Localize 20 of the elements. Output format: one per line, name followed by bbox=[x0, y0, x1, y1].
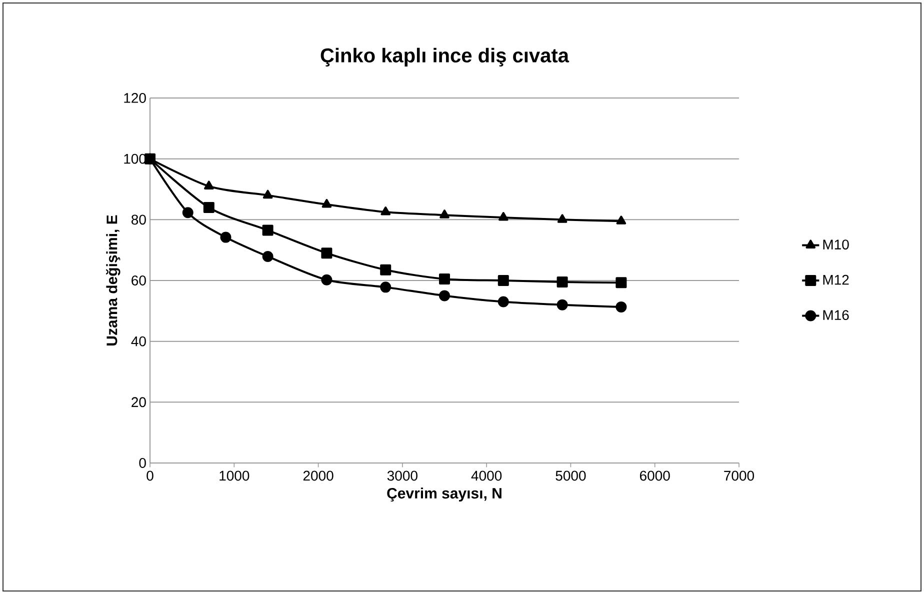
x-tick-label: 2000 bbox=[303, 470, 334, 481]
y-tick-label: 60 bbox=[132, 276, 146, 286]
x-tick-label: 6000 bbox=[640, 470, 670, 481]
x-tick-label: 5000 bbox=[556, 470, 586, 481]
y-tick-label: 40 bbox=[131, 336, 146, 346]
x-tick-label: 7000 bbox=[724, 470, 754, 481]
x-tick-label: 0 bbox=[146, 470, 154, 481]
x-tick-label: 3000 bbox=[387, 470, 418, 481]
x-tick-label: 1000 bbox=[220, 470, 250, 481]
y-axis-title: Uzama değişimi, E bbox=[106, 215, 120, 346]
chart-title: Çinko kaplı ince diş cıvata bbox=[320, 48, 570, 66]
x-tick-label: 4000 bbox=[471, 470, 502, 481]
y-tick-label: 120 bbox=[124, 93, 146, 103]
legend-label: M12 bbox=[823, 274, 849, 285]
y-tick-label: 80 bbox=[132, 214, 146, 225]
y-tick-label: 0 bbox=[139, 458, 146, 468]
x-axis-title: Çevrim sayısı, N bbox=[387, 488, 502, 502]
legend-label: M10 bbox=[823, 240, 849, 250]
legend-label: M16 bbox=[823, 310, 849, 320]
y-tick-label: 20 bbox=[132, 397, 146, 408]
